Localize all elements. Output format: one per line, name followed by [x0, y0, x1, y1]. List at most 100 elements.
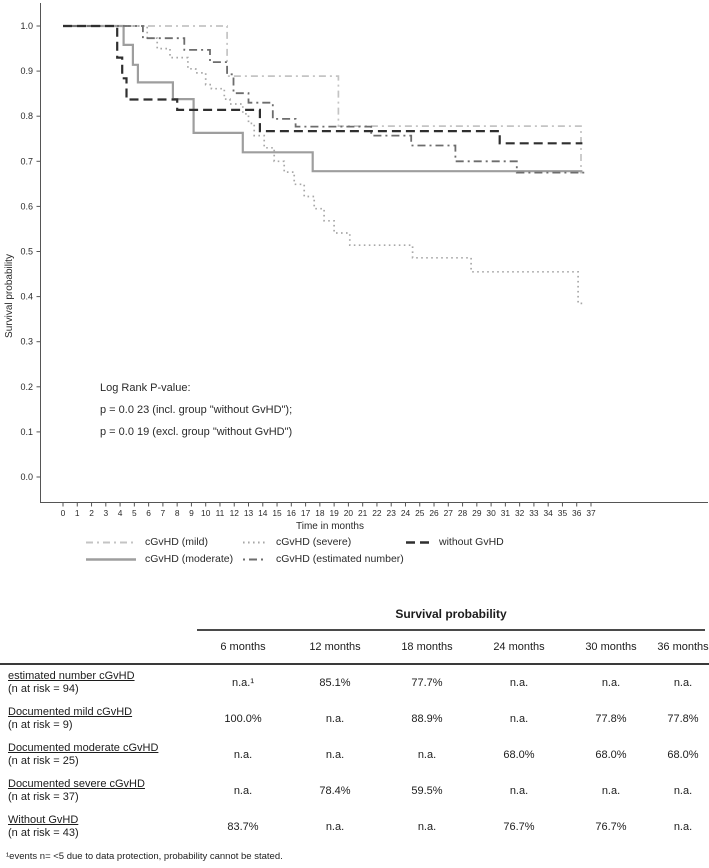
table-cell: n.a.: [233, 785, 253, 797]
table-row-label: Documented severe cGvHD (n at risk = 37): [0, 773, 197, 809]
table-cell: 68.0%: [595, 749, 627, 761]
column-header-empty: [0, 631, 197, 663]
table-cell: n.a.: [673, 821, 693, 833]
column-header-12-months: 12 months: [309, 640, 361, 653]
column-header-36-months: 36 months: [657, 640, 709, 653]
x-tick-label: 15: [272, 508, 282, 518]
x-tick-label: 23: [387, 508, 397, 518]
table-cell: 85.1%: [319, 677, 351, 689]
x-tick-label: 3: [103, 508, 108, 518]
column-header-18-months: 18 months: [401, 640, 453, 653]
table-cell: 77.8%: [667, 713, 699, 725]
x-tick-label: 11: [216, 508, 225, 518]
row-label-estimated: estimated number cGvHD: [8, 670, 135, 682]
y-tick-label: 0.0: [20, 472, 33, 482]
row-sublabel-mild: (n at risk = 9): [8, 719, 73, 731]
table-cell: n.a.: [509, 785, 529, 797]
row-sublabel-severe: (n at risk = 37): [8, 791, 79, 803]
legend-item-mild: cGvHD (mild): [85, 536, 208, 548]
x-tick-label: 29: [472, 508, 482, 518]
x-tick-label: 12: [230, 508, 240, 518]
legend-swatch-without-gvhd: [406, 540, 430, 544]
legend-label-without-gvhd: without GvHD: [439, 536, 504, 548]
x-tick-label: 16: [287, 508, 297, 518]
survival-table: Survival probability 6 months 12 months …: [0, 607, 709, 862]
table-cell: 78.4%: [319, 785, 351, 797]
series-estimated: [63, 25, 584, 174]
table-row-label: Without GvHD (n at risk = 43): [0, 809, 197, 845]
annotation-line-1: Log Rank P-value:: [100, 382, 191, 394]
x-tick-label: 7: [161, 508, 166, 518]
series-without: [63, 24, 583, 145]
table-cell: 77.8%: [595, 713, 627, 725]
y-tick-label: 0.6: [20, 201, 33, 211]
legend-swatch-estimated: [243, 557, 267, 561]
table-header-rule: [0, 663, 709, 665]
table-footnote: ¹events n= <5 due to data protection, pr…: [6, 851, 283, 862]
annotation-line-2: p = 0.0 23 (incl. group "without GvHD");: [100, 404, 293, 416]
row-label-without-gvhd: Without GvHD: [8, 814, 79, 826]
x-tick-label: 1: [75, 508, 80, 518]
x-tick-label: 31: [501, 508, 511, 518]
x-tick-label: 35: [558, 508, 568, 518]
table-row-label: estimated number cGvHD (n at risk = 94): [0, 665, 197, 701]
x-tick-label: 20: [344, 508, 354, 518]
table-cell: n.a.: [325, 713, 345, 725]
table-cell: 88.9%: [411, 713, 443, 725]
y-tick-label: 0.1: [20, 427, 33, 437]
legend-swatch-mild: [86, 541, 136, 543]
table-cell: n.a.: [601, 677, 621, 689]
legend-swatch-moderate: [86, 557, 136, 561]
table-cell: n.a.: [673, 785, 693, 797]
x-tick-label: 10: [201, 508, 211, 518]
x-tick-label: 33: [529, 508, 539, 518]
row-sublabel-estimated: (n at risk = 94): [8, 683, 79, 695]
logrank-annotation: Log Rank P-value: p = 0.0 23 (incl. grou…: [100, 377, 292, 443]
x-tick-label: 6: [146, 508, 151, 518]
x-tick-label: 4: [118, 508, 123, 518]
row-sublabel-moderate: (n at risk = 25): [8, 755, 79, 767]
x-tick-label: 25: [415, 508, 425, 518]
row-sublabel-without-gvhd: (n at risk = 43): [8, 827, 79, 839]
table-cell: 76.7%: [503, 821, 535, 833]
column-header-6-months: 6 months: [220, 640, 266, 653]
table-row-label: Documented mild cGvHD (n at risk = 9): [0, 701, 197, 737]
x-tick-label: 21: [358, 508, 368, 518]
series-severe: [63, 25, 583, 305]
table-cell: 76.7%: [595, 821, 627, 833]
x-tick-label: 26: [429, 508, 439, 518]
x-tick-label: 17: [301, 508, 311, 518]
legend-label-moderate: cGvHD (moderate): [145, 553, 234, 565]
legend-item-estimated: cGvHD (estimated number): [242, 553, 404, 565]
y-axis-title: Survival probability: [4, 254, 15, 338]
x-tick-label: 0: [61, 508, 66, 518]
y-tick-label: 0.3: [20, 337, 33, 347]
x-tick-label: 30: [486, 508, 496, 518]
series-mild: [63, 25, 585, 174]
x-tick-label: 8: [175, 508, 180, 518]
x-tick-label: 13: [244, 508, 254, 518]
legend-item-without-gvhd: without GvHD: [405, 536, 504, 548]
table-cell: n.a.: [325, 749, 345, 761]
table-cell: n.a.: [417, 749, 437, 761]
x-tick-label: 2: [89, 508, 94, 518]
table-cell: 59.5%: [411, 785, 443, 797]
row-label-severe: Documented severe cGvHD: [8, 778, 145, 790]
x-tick-label: 5: [132, 508, 137, 518]
x-tick-label: 37: [586, 508, 596, 518]
y-tick-label: 0.9: [20, 66, 33, 76]
table-cell: n.a.: [509, 713, 529, 725]
column-header-24-months: 24 months: [493, 640, 545, 653]
legend-swatch-severe: [243, 541, 267, 543]
table-cell: n.a.: [233, 749, 253, 761]
table-cell: 77.7%: [411, 677, 443, 689]
table-grid: 6 months 12 months 18 months 24 months 3…: [0, 631, 709, 845]
table-cell: n.a.: [325, 821, 345, 833]
legend-label-severe: cGvHD (severe): [276, 536, 352, 548]
table-cell: n.a.¹: [231, 677, 254, 689]
table-group-header: Survival probability: [395, 607, 507, 621]
y-tick-label: 1.0: [20, 21, 33, 31]
y-tick-label: 0.7: [20, 156, 33, 166]
legend-item-moderate: cGvHD (moderate): [85, 553, 233, 565]
